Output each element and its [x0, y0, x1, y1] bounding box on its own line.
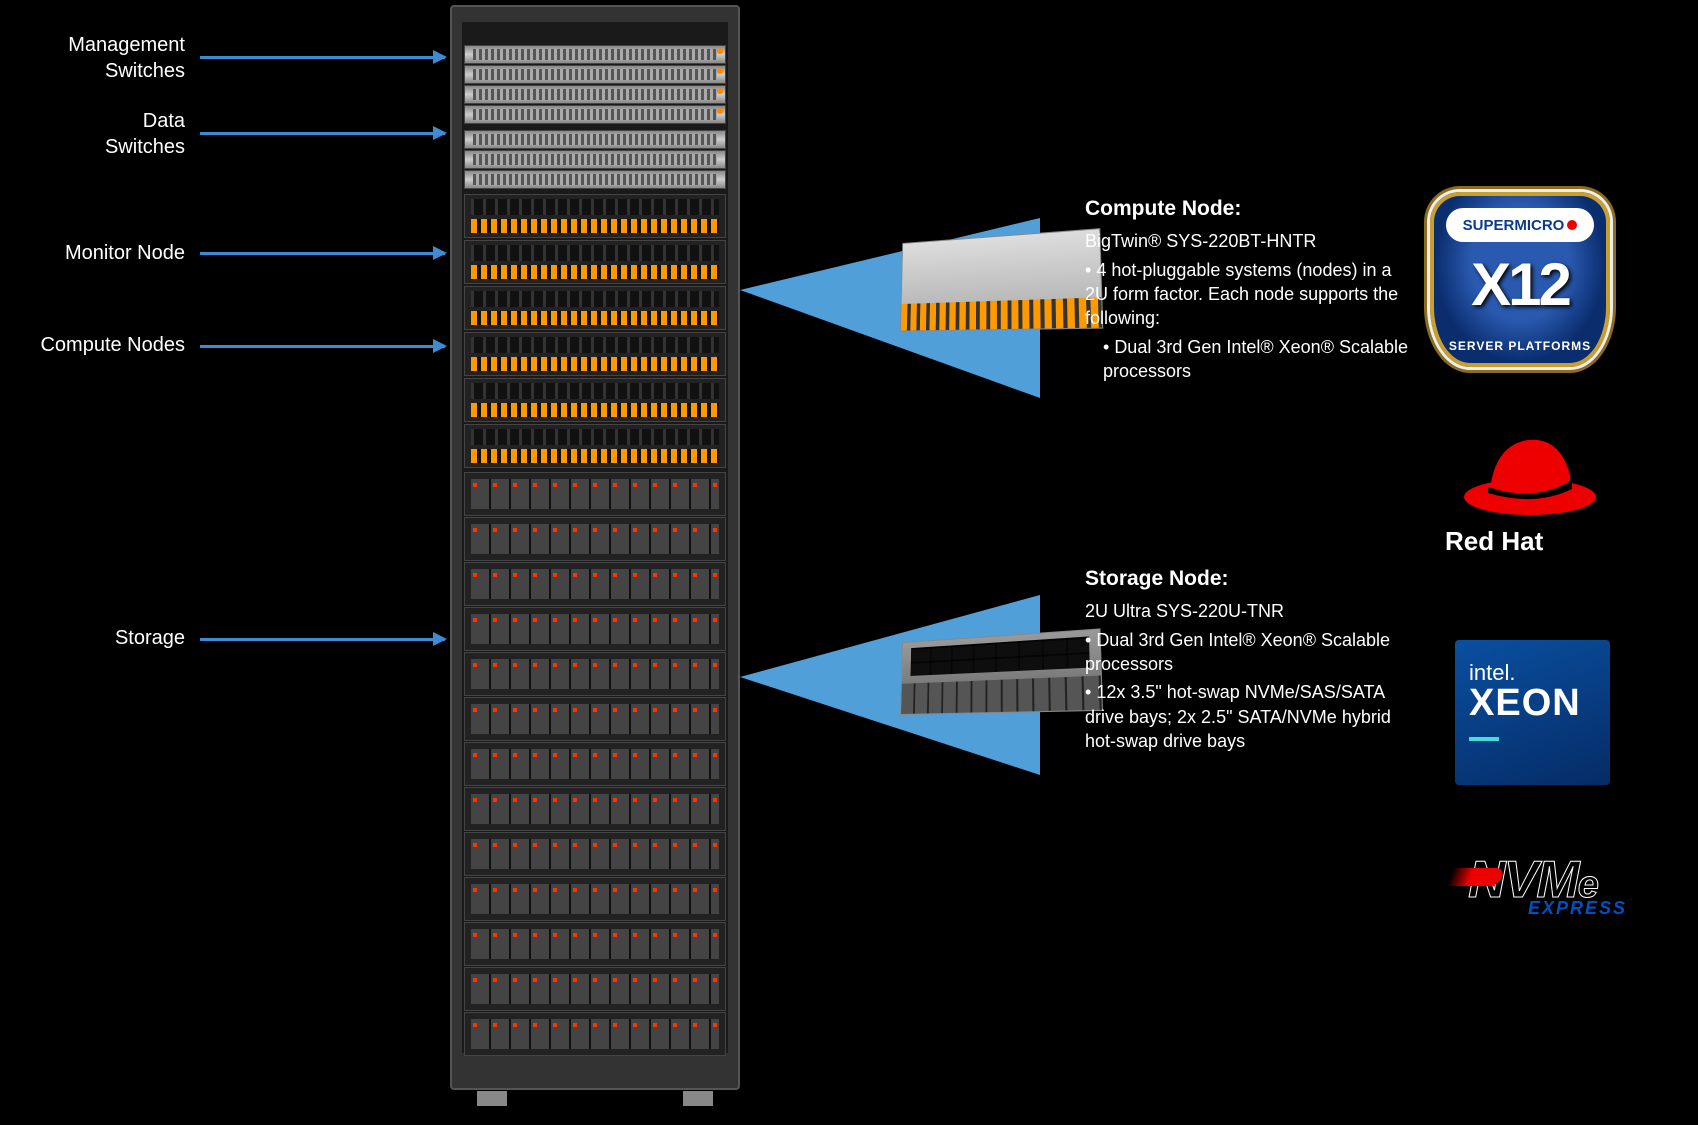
rack-storage-unit	[464, 607, 726, 651]
arrow-mgmt	[200, 56, 445, 59]
arrow-storage	[200, 638, 445, 641]
rack-switch-unit	[464, 65, 726, 84]
rack-storage-unit	[464, 922, 726, 966]
xeon-bar-icon	[1469, 737, 1499, 741]
txt: Dual 3rd Gen Intel® Xeon® Scalable proce…	[1103, 337, 1408, 381]
thumb-front	[901, 676, 1102, 714]
rack-compute-unit	[464, 378, 726, 422]
thumb-compute	[900, 228, 1103, 331]
rack-storage-unit	[464, 1012, 726, 1056]
xeon-text: XEON	[1469, 682, 1596, 725]
rack-switch-unit	[464, 45, 726, 64]
spec-storage: Storage Node: 2U Ultra SYS-220U-TNR • Du…	[1085, 565, 1410, 757]
spec-model: BigTwin® SYS-220BT-HNTR	[1085, 229, 1410, 253]
spec-model: 2U Ultra SYS-220U-TNR	[1085, 599, 1410, 623]
rack-switch-unit	[464, 85, 726, 104]
rack-switch-unit	[464, 105, 726, 124]
logo-supermicro-x12: SUPERMICRO X12 SERVER PLATFORMS	[1430, 192, 1610, 367]
label-data-switch: Data Switches	[20, 108, 185, 160]
txt: Switches	[105, 136, 185, 158]
txt: Management	[68, 34, 185, 56]
spec-compute: Compute Node: BigTwin® SYS-220BT-HNTR • …	[1085, 195, 1410, 387]
thumb-storage	[900, 628, 1103, 715]
nvme-main: NVMe	[1468, 850, 1597, 910]
rack-storage-unit	[464, 877, 726, 921]
logo-redhat: Red Hat	[1445, 425, 1615, 557]
x12-shield: SUPERMICRO X12 SERVER PLATFORMS	[1430, 192, 1610, 367]
logo-nvme: NVMe EXPRESS	[1410, 850, 1655, 919]
rack-compute-unit	[464, 286, 726, 330]
txt: NVM	[1468, 851, 1578, 909]
rack-storage-unit	[464, 562, 726, 606]
rack-compute-unit	[464, 424, 726, 468]
spec-bullet-sub: • Dual 3rd Gen Intel® Xeon® Scalable pro…	[1085, 335, 1410, 384]
spec-bullet: • 12x 3.5" hot-swap NVMe/SAS/SATA drive …	[1085, 680, 1410, 753]
rack-switch-unit	[464, 150, 726, 169]
label-monitor: Monitor Node	[10, 240, 185, 266]
arrow-monitor	[200, 252, 445, 255]
rack-storage-unit	[464, 697, 726, 741]
rack-storage-unit	[464, 787, 726, 831]
label-mgmt-switch: Management Switches	[20, 32, 185, 84]
thumb-front	[901, 297, 1102, 330]
rack-switch-unit	[464, 130, 726, 149]
rack-feet	[472, 1088, 718, 1106]
rack-storage-unit	[464, 517, 726, 561]
rack-storage-unit	[464, 742, 726, 786]
txt: SUPERMICRO	[1463, 217, 1565, 234]
rack-compute-unit	[464, 240, 726, 284]
dot-icon	[1567, 220, 1577, 230]
rack-storage-unit	[464, 472, 726, 516]
redhat-text: Red Hat	[1445, 526, 1615, 557]
x12-main: X12	[1434, 250, 1606, 319]
rack-inner	[462, 22, 728, 1053]
txt: Data	[143, 110, 185, 132]
redhat-icon	[1460, 425, 1600, 520]
label-compute: Compute Nodes	[0, 332, 185, 358]
txt: 12x 3.5" hot-swap NVMe/SAS/SATA drive ba…	[1085, 682, 1391, 751]
spec-bullet: • 4 hot-pluggable systems (nodes) in a 2…	[1085, 258, 1410, 331]
logo-intel-xeon: intel. XEON	[1455, 640, 1610, 785]
foot	[477, 1091, 507, 1106]
arrow-data	[200, 132, 445, 135]
rack-switch-unit	[464, 170, 726, 189]
rack-storage-unit	[464, 652, 726, 696]
spec-bullet: • Dual 3rd Gen Intel® Xeon® Scalable pro…	[1085, 628, 1410, 677]
server-rack	[450, 5, 740, 1090]
spec-title: Storage Node:	[1085, 565, 1410, 593]
foot	[683, 1091, 713, 1106]
x12-sub: SERVER PLATFORMS	[1434, 339, 1606, 353]
nvme-e: e	[1578, 864, 1597, 906]
rack-storage-unit	[464, 832, 726, 876]
rack-compute-unit	[464, 332, 726, 376]
x12-supermicro: SUPERMICRO	[1446, 208, 1594, 242]
spec-title: Compute Node:	[1085, 195, 1410, 223]
thumb-top	[911, 636, 1090, 676]
arrow-compute	[200, 345, 445, 348]
txt: 4 hot-pluggable systems (nodes) in a 2U …	[1085, 260, 1398, 329]
label-storage: Storage	[80, 625, 185, 651]
rack-storage-unit	[464, 967, 726, 1011]
txt: Dual 3rd Gen Intel® Xeon® Scalable proce…	[1085, 630, 1390, 674]
txt: Switches	[105, 60, 185, 82]
rack-compute-unit	[464, 194, 726, 238]
